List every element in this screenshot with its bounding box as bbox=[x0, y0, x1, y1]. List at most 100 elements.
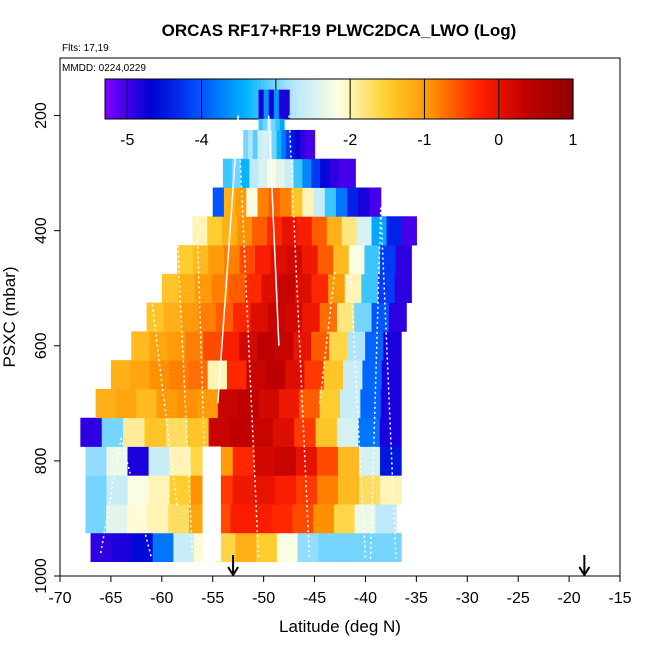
heatmap-cell bbox=[267, 216, 283, 246]
colorbar-segment bbox=[175, 79, 180, 119]
heatmap-cell bbox=[284, 158, 295, 188]
heatmap-cell bbox=[295, 129, 301, 160]
heatmap-cell bbox=[188, 360, 209, 390]
colorbar-segment bbox=[342, 79, 348, 119]
heatmap-cell bbox=[311, 273, 329, 304]
heatmap-cell bbox=[232, 446, 255, 476]
heatmap-cell bbox=[380, 446, 402, 476]
colorbar-segment bbox=[537, 79, 543, 119]
heatmap-cell bbox=[317, 245, 334, 275]
colorbar-segment bbox=[456, 79, 461, 119]
colorbar-segment bbox=[467, 79, 473, 119]
heatmap-cell bbox=[278, 89, 285, 119]
heatmap-cell bbox=[258, 388, 280, 419]
colorbar-segment bbox=[147, 79, 153, 119]
heatmap-cell bbox=[295, 475, 318, 505]
heatmap-cell bbox=[358, 417, 381, 447]
heatmap-cell bbox=[360, 388, 382, 419]
heatmap-cell bbox=[274, 475, 297, 505]
y-tick-label: 200 bbox=[33, 102, 50, 129]
heatmap-cell bbox=[359, 475, 381, 505]
colorbar-tick-label: -5 bbox=[120, 132, 134, 149]
heatmap-cell bbox=[149, 331, 168, 361]
heatmap-cell bbox=[302, 187, 315, 217]
heatmap-cell bbox=[126, 504, 149, 534]
heatmap-cell bbox=[148, 475, 171, 505]
heatmap-cell bbox=[328, 158, 339, 188]
colorbar-segment bbox=[370, 79, 375, 119]
heatmap-cell bbox=[127, 475, 150, 505]
heatmap-cell bbox=[235, 532, 257, 563]
heatmap-cell bbox=[177, 245, 194, 275]
colorbar-segment bbox=[510, 79, 516, 119]
colorbar-segment bbox=[420, 79, 426, 119]
y-tick-label: 1000 bbox=[33, 558, 50, 594]
heatmap-cell bbox=[381, 360, 402, 390]
heatmap-cell bbox=[378, 273, 396, 304]
x-axis: -70 -65 -60 -55 -50 -45 -40 -35 -30 -25 -20 -15 bbox=[48, 575, 632, 607]
colorbar-segment bbox=[229, 79, 235, 119]
heatmap-cell bbox=[337, 158, 348, 188]
heatmap-cell bbox=[273, 89, 280, 119]
heatmap-cell bbox=[354, 504, 376, 534]
flight-track-line bbox=[369, 207, 382, 559]
heatmap-cell bbox=[319, 302, 338, 332]
heatmap-cell bbox=[253, 475, 276, 505]
heatmap-cell bbox=[329, 331, 348, 361]
flight-track-line bbox=[379, 207, 397, 559]
heatmap-cell bbox=[309, 129, 316, 160]
heatmap-cell bbox=[131, 331, 150, 361]
x-tick-label: -15 bbox=[608, 590, 631, 607]
heatmap-cell bbox=[208, 245, 225, 275]
flight-track-line bbox=[288, 115, 311, 559]
colorbar-segment bbox=[128, 79, 133, 119]
heatmap-cell bbox=[233, 302, 251, 332]
heatmap-cell bbox=[249, 158, 259, 188]
heatmap-cell bbox=[311, 331, 330, 361]
heatmap-cell bbox=[364, 245, 381, 275]
heatmap-cell bbox=[197, 388, 219, 419]
heatmap-cell bbox=[316, 446, 339, 476]
heatmap-cell bbox=[181, 302, 200, 332]
heatmap-cell bbox=[251, 504, 273, 534]
heatmap-cell bbox=[365, 331, 384, 361]
colorbar-segment bbox=[245, 79, 250, 119]
flight-track-line bbox=[141, 218, 163, 232]
heatmap-cell bbox=[336, 417, 359, 447]
heatmap-cell bbox=[379, 417, 402, 447]
colorbar-segment bbox=[409, 79, 414, 119]
flight-track-line bbox=[217, 115, 239, 404]
colorbar-segment bbox=[288, 79, 293, 119]
heatmap-cell bbox=[316, 475, 339, 505]
heatmap-cell bbox=[380, 245, 397, 275]
heatmap-cell bbox=[295, 446, 318, 476]
heatmap-cell bbox=[278, 273, 296, 304]
heatmap-cell bbox=[231, 158, 242, 188]
colorbar-segment bbox=[432, 79, 438, 119]
colorbar-segment bbox=[459, 79, 465, 119]
heatmap-cell bbox=[110, 360, 131, 390]
heatmap-cell bbox=[248, 129, 254, 160]
heatmap-cell bbox=[123, 417, 146, 447]
mmdd-label: MMDD: 0224,0229 bbox=[62, 63, 146, 74]
colorbar-segment bbox=[401, 79, 406, 119]
heatmap-cell bbox=[293, 158, 303, 188]
heatmap-cell bbox=[333, 504, 356, 534]
heatmap-cell bbox=[394, 273, 412, 304]
heatmap-cell bbox=[131, 532, 154, 563]
heatmap-cell bbox=[257, 129, 263, 160]
heatmap-cell bbox=[161, 273, 180, 304]
colorbar-segment bbox=[381, 79, 387, 119]
heatmap-cell bbox=[380, 532, 402, 563]
heatmap-cell bbox=[315, 417, 338, 447]
heatmap-cell bbox=[111, 532, 133, 563]
heatmap-cell bbox=[338, 532, 361, 563]
colorbar-segment bbox=[491, 79, 496, 119]
colorbar-segment bbox=[498, 79, 504, 119]
heatmap-cell bbox=[95, 388, 117, 419]
heatmap-cell bbox=[221, 331, 240, 361]
colorbar-segment bbox=[452, 79, 457, 119]
colorbar-segment bbox=[237, 79, 243, 119]
x-tick-label: -20 bbox=[558, 590, 581, 607]
heatmap-cell bbox=[239, 245, 256, 275]
